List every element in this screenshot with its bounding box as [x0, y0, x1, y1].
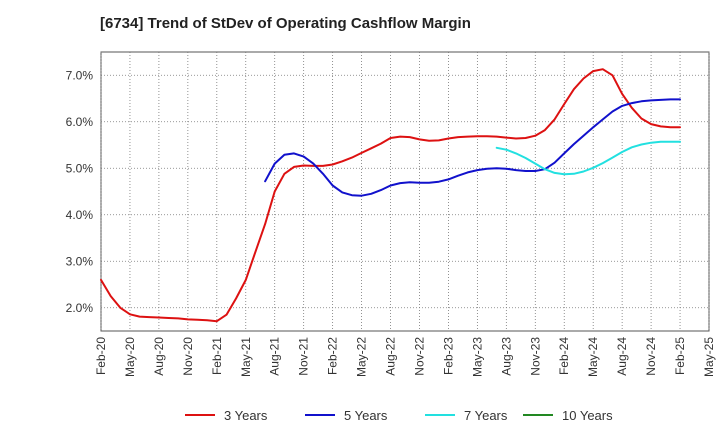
x-tick-label: Aug-22 [384, 337, 398, 376]
x-tick-label: May-22 [355, 337, 369, 377]
x-tick-label: May-21 [239, 337, 253, 377]
y-tick-label: 2.0% [66, 301, 94, 315]
x-tick-label: Nov-22 [412, 337, 426, 376]
x-tick-label: Aug-23 [499, 337, 513, 376]
x-tick-label: Aug-24 [615, 337, 629, 376]
y-tick-label: 6.0% [66, 115, 94, 129]
series-line-3-years [100, 68, 681, 323]
x-tick-label: Aug-21 [268, 337, 282, 376]
plot-frame [100, 51, 710, 332]
x-tick-label: May-20 [123, 337, 137, 377]
grid-layer [100, 51, 710, 332]
legend-label-5-years: 5 Years [344, 408, 388, 423]
x-tick-label: Feb-25 [673, 337, 687, 375]
chart-title: [6734] Trend of StDev of Operating Cashf… [100, 15, 471, 32]
series-line-7-years [495, 140, 681, 176]
x-tick-label: Nov-21 [297, 337, 311, 376]
legend-label-7-years: 7 Years [464, 408, 508, 423]
axis-layer: 2.0% 3.0% 4.0% 5.0% 6.0% 7.0% Feb-20 May-20 Aug-… [66, 68, 716, 377]
y-tick-label: 3.0% [66, 254, 94, 268]
x-tick-label: Nov-23 [528, 337, 542, 376]
series-layer [100, 68, 681, 323]
legend-label-10-years: 10 Years [562, 408, 613, 423]
x-tick-label: Feb-22 [326, 337, 340, 375]
x-tick-label: Feb-20 [94, 337, 108, 375]
series-line-5-years [264, 98, 681, 197]
legend: 3 Years 5 Years 7 Years 10 Years [185, 408, 613, 423]
y-tick-label: 4.0% [66, 208, 94, 222]
x-tick-label: May-24 [586, 337, 600, 377]
y-tick-label: 5.0% [66, 161, 94, 175]
x-tick-label: May-23 [470, 337, 484, 377]
x-tick-label: Feb-21 [210, 337, 224, 375]
legend-label-3-years: 3 Years [224, 408, 268, 423]
x-tick-label: Nov-24 [644, 337, 658, 376]
x-tick-label: May-25 [702, 337, 716, 377]
x-tick-label: Feb-23 [441, 337, 455, 375]
x-tick-label: Nov-20 [181, 337, 195, 376]
x-tick-label: Feb-24 [557, 337, 571, 375]
x-tick-label: Aug-20 [152, 337, 166, 376]
y-tick-label: 7.0% [66, 68, 94, 82]
